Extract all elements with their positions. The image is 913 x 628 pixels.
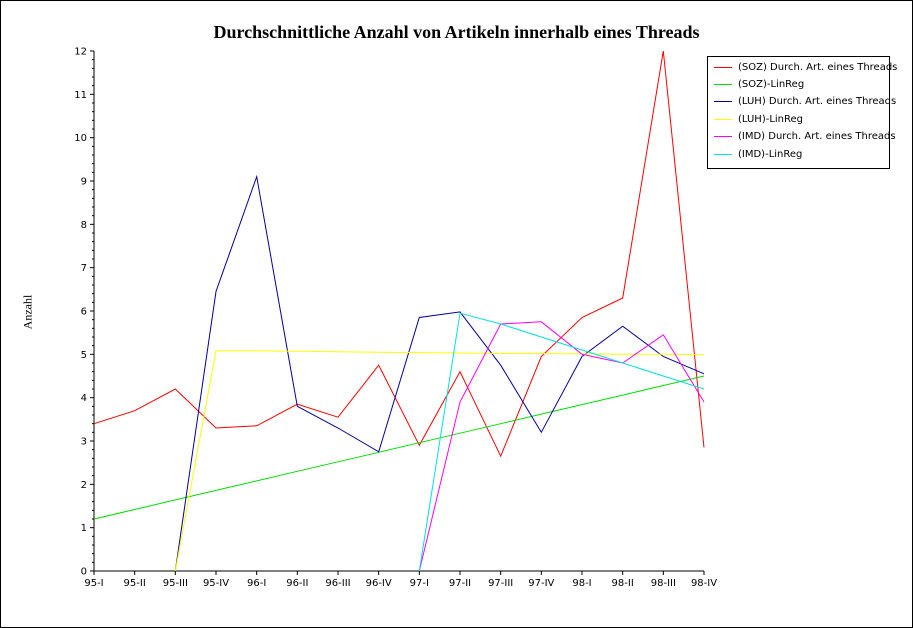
legend-label: (SOZ) Durch. Art. eines Threads	[738, 61, 898, 73]
legend-item: (SOZ) Durch. Art. eines Threads	[714, 60, 897, 74]
x-tick-label: 96-IV	[366, 578, 392, 589]
series-line-1	[93, 375, 705, 520]
x-tick-label: 98-IV	[691, 578, 717, 589]
y-tick-label: 10	[74, 133, 87, 144]
x-tick-label: 98-II	[612, 578, 634, 589]
y-tick-label: 8	[81, 220, 87, 231]
series-layer	[93, 50, 705, 572]
y-tick-label: 9	[81, 177, 87, 188]
y-tick-label: 0	[81, 567, 87, 578]
legend-label: (IMD) Durch. Art. eines Threads	[738, 131, 896, 143]
x-tick-label: 97-IV	[528, 578, 554, 589]
series-line-4	[418, 321, 705, 572]
series-line-3	[174, 350, 705, 572]
legend-item: (LUH) Durch. Art. eines Threads	[714, 95, 896, 109]
y-tick-label: 12	[74, 47, 87, 58]
y-tick-label: 1	[81, 523, 87, 534]
y-tick-label: 2	[81, 480, 87, 491]
x-tick-label: 95-IV	[203, 578, 229, 589]
y-tick-label: 7	[81, 263, 87, 274]
series-line-0	[93, 50, 705, 458]
legend-swatch	[714, 83, 732, 85]
legend-label: (IMD)-LinReg	[738, 148, 803, 160]
x-tick-label: 96-II	[286, 578, 308, 589]
x-tick-label: 96-I	[247, 578, 266, 589]
y-tick-label: 4	[81, 393, 87, 404]
legend-label: (SOZ)-LinReg	[738, 78, 805, 90]
legend-label: (LUH)-LinReg	[738, 113, 804, 125]
x-tick-label: 98-I	[572, 578, 591, 589]
x-tick-label: 95-III	[163, 578, 188, 589]
chart-title: Durchschnittliche Anzahl von Artikeln in…	[213, 22, 700, 42]
x-tick-label: 97-I	[410, 578, 429, 589]
legend-label: (LUH) Durch. Art. eines Threads	[738, 96, 897, 108]
legend-swatch	[714, 136, 732, 138]
series-line-5	[418, 312, 705, 572]
x-tick-label: 98-III	[651, 578, 676, 589]
legend-item: (SOZ)-LinReg	[714, 77, 804, 91]
series-line-2	[174, 174, 705, 572]
legend-swatch	[714, 153, 732, 155]
x-tick-label: 95-II	[124, 578, 146, 589]
legend-item: (IMD) Durch. Art. eines Threads	[714, 130, 896, 144]
legend-swatch	[714, 118, 732, 120]
x-tick-label: 95-I	[84, 578, 103, 589]
y-tick-label: 3	[81, 437, 87, 448]
y-tick-label: 11	[74, 90, 87, 101]
legend-swatch	[714, 101, 732, 103]
legend-item: (LUH)-LinReg	[714, 112, 803, 126]
legend: (SOZ) Durch. Art. eines Threads (SOZ)-Lin…	[707, 56, 897, 169]
legend-swatch	[714, 66, 732, 68]
x-tick-label: 97-III	[488, 578, 513, 589]
x-tick-label: 96-III	[325, 578, 350, 589]
legend-item: (IMD)-LinReg	[714, 147, 802, 161]
y-tick-label: 6	[81, 307, 87, 318]
x-tick-label: 97-II	[449, 578, 471, 589]
y-tick-label: 5	[81, 350, 87, 361]
